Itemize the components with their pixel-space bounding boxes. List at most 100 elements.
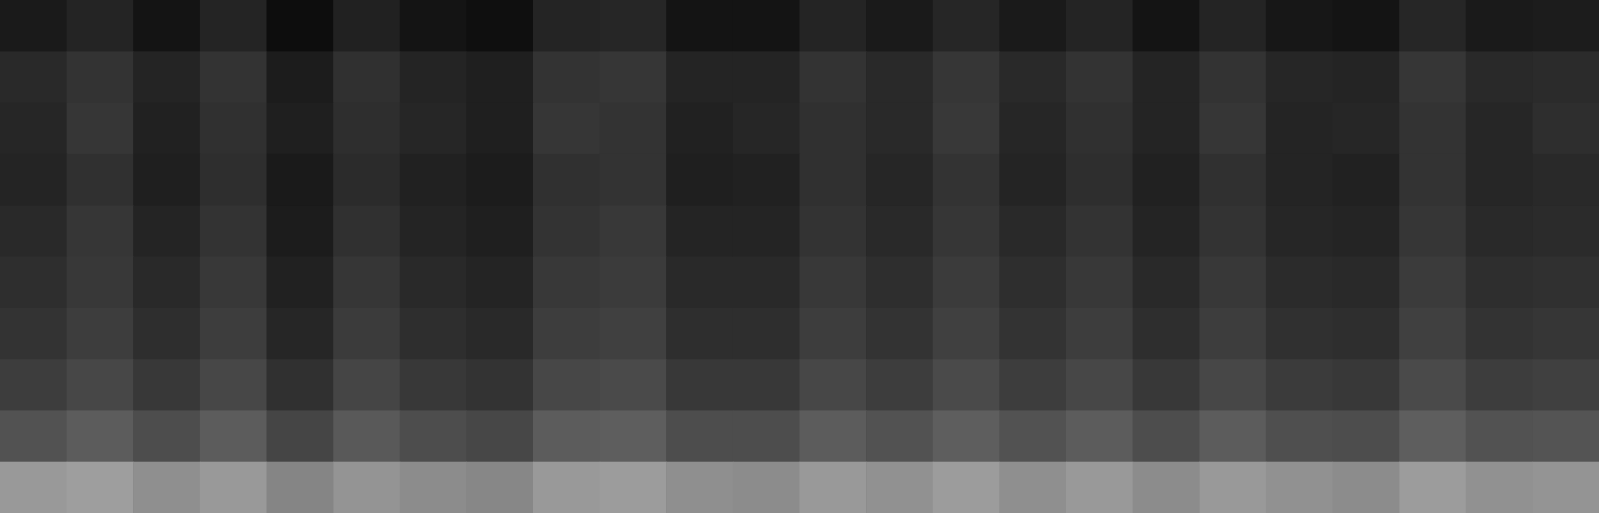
cell <box>1199 257 1266 309</box>
cell <box>800 257 867 309</box>
cell <box>1333 308 1400 360</box>
cell <box>1333 257 1400 309</box>
cell <box>1066 154 1133 206</box>
cell <box>1266 410 1333 462</box>
cell <box>1199 0 1266 52</box>
cell <box>267 359 334 411</box>
cell <box>999 154 1066 206</box>
cell <box>0 257 67 309</box>
cell <box>1266 205 1333 257</box>
cell <box>1466 205 1533 257</box>
cell <box>800 462 867 513</box>
cell <box>866 359 933 411</box>
cell <box>1066 462 1133 513</box>
cell <box>400 462 467 513</box>
cell <box>666 410 733 462</box>
cell <box>400 359 467 411</box>
cell <box>933 462 1000 513</box>
cell <box>67 51 134 103</box>
cell <box>866 154 933 206</box>
cell <box>533 103 600 155</box>
cell <box>333 462 400 513</box>
cell <box>1466 0 1533 52</box>
cell <box>466 308 533 360</box>
cell <box>933 205 1000 257</box>
background <box>0 0 1599 513</box>
cell <box>200 0 267 52</box>
cell <box>1199 462 1266 513</box>
cell <box>1066 359 1133 411</box>
cell <box>200 462 267 513</box>
cell <box>733 462 800 513</box>
cell <box>0 0 67 52</box>
cell <box>666 103 733 155</box>
cell <box>267 308 334 360</box>
cell <box>333 154 400 206</box>
cell <box>333 257 400 309</box>
cell <box>333 410 400 462</box>
cell <box>133 257 200 309</box>
cell <box>1133 462 1200 513</box>
cell <box>267 462 334 513</box>
cell <box>1532 410 1599 462</box>
cell <box>1199 308 1266 360</box>
cell <box>1399 205 1466 257</box>
cell <box>666 205 733 257</box>
cell <box>933 51 1000 103</box>
cell <box>67 154 134 206</box>
cell <box>999 308 1066 360</box>
cell <box>1066 410 1133 462</box>
cell <box>1466 51 1533 103</box>
cell <box>133 410 200 462</box>
cell <box>600 359 667 411</box>
cell <box>533 308 600 360</box>
cell <box>1266 103 1333 155</box>
cell <box>0 205 67 257</box>
cell <box>0 103 67 155</box>
cell <box>133 308 200 360</box>
cell <box>999 205 1066 257</box>
cell <box>1399 359 1466 411</box>
cell <box>999 103 1066 155</box>
cell <box>67 257 134 309</box>
cell <box>733 257 800 309</box>
cell <box>1066 308 1133 360</box>
cell <box>999 359 1066 411</box>
cell <box>333 205 400 257</box>
cell <box>1333 359 1400 411</box>
cell <box>1199 205 1266 257</box>
cell <box>866 103 933 155</box>
cell <box>1532 51 1599 103</box>
cell <box>1333 154 1400 206</box>
cell <box>600 154 667 206</box>
cell <box>1333 410 1400 462</box>
cell <box>267 257 334 309</box>
cell <box>1266 462 1333 513</box>
cell <box>466 103 533 155</box>
cell <box>466 0 533 52</box>
cell <box>933 154 1000 206</box>
cell <box>533 51 600 103</box>
cell <box>1066 257 1133 309</box>
cell <box>866 0 933 52</box>
cell <box>333 308 400 360</box>
cell <box>400 257 467 309</box>
cell <box>866 257 933 309</box>
cell <box>200 205 267 257</box>
cell <box>333 359 400 411</box>
cell <box>1266 308 1333 360</box>
cell <box>999 462 1066 513</box>
cell <box>800 154 867 206</box>
cell <box>1532 257 1599 309</box>
cell <box>1133 308 1200 360</box>
cell <box>133 51 200 103</box>
cell <box>533 410 600 462</box>
cell <box>1399 154 1466 206</box>
cell <box>466 257 533 309</box>
cell <box>1133 257 1200 309</box>
cell <box>0 462 67 513</box>
cell <box>866 410 933 462</box>
cell <box>67 103 134 155</box>
cell <box>67 410 134 462</box>
cell <box>400 205 467 257</box>
